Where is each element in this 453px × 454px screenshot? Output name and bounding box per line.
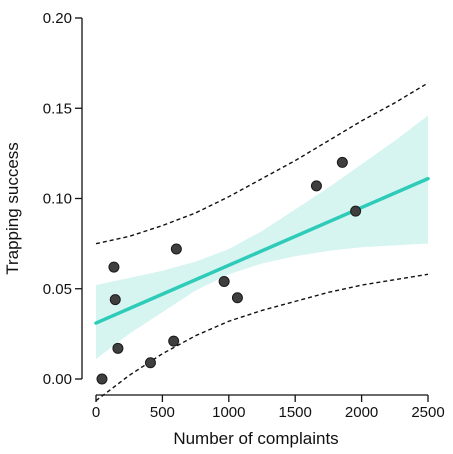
y-axis-title: Trapping success <box>3 142 22 275</box>
data-point <box>310 180 322 192</box>
confidence-band <box>96 115 428 360</box>
fit-line-layer <box>94 176 430 325</box>
x-tick-label: 2500 <box>411 404 444 421</box>
x-tick-label: 1500 <box>279 404 312 421</box>
x-tick-label: 2000 <box>345 404 378 421</box>
data-point <box>218 276 230 288</box>
data-point <box>112 342 124 354</box>
data-point <box>96 373 108 385</box>
data-points-layer <box>96 156 362 385</box>
data-point <box>168 335 180 347</box>
axes-layer: 0.00 0.05 0.10 0.15 0.20 0 500 1000 1500 2000 2500 <box>43 10 445 421</box>
y-tick-label: 0.00 <box>43 371 72 388</box>
x-axis-title: Number of complaints <box>173 429 338 448</box>
y-tick-label: 0.10 <box>43 191 72 208</box>
prediction-interval-layer <box>95 82 429 402</box>
prediction-interval-lower <box>95 273 429 402</box>
x-tick-label: 1000 <box>212 404 245 421</box>
data-point <box>231 292 243 304</box>
prediction-interval-upper <box>95 82 429 245</box>
data-point <box>170 243 182 255</box>
data-point <box>350 205 362 217</box>
data-point <box>144 357 156 369</box>
data-point <box>108 261 120 273</box>
regression-line <box>94 176 430 325</box>
x-tick-label: 0 <box>92 404 100 421</box>
data-point <box>109 294 121 306</box>
y-tick-label: 0.05 <box>43 281 72 298</box>
confidence-band-layer <box>96 115 428 360</box>
data-point <box>336 156 348 168</box>
y-tick-label: 0.15 <box>43 100 72 117</box>
x-tick-label: 500 <box>150 404 175 421</box>
y-tick-label: 0.20 <box>43 10 72 27</box>
